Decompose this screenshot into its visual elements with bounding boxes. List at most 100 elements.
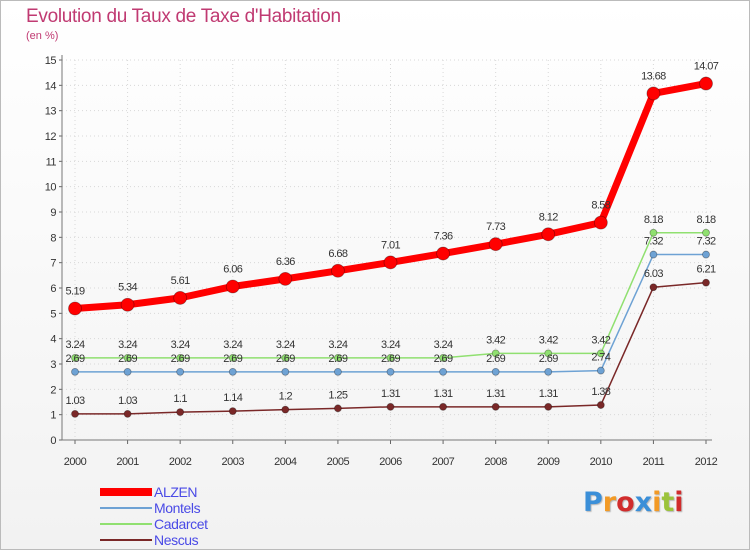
data-label: 2.69 (381, 353, 400, 365)
data-point (278, 271, 293, 286)
y-tick-label: 7 (50, 258, 56, 270)
data-label: 2.69 (65, 353, 84, 365)
data-label: 3.24 (434, 339, 453, 351)
data-point (702, 278, 710, 287)
data-point (649, 228, 658, 237)
data-label: 3.24 (171, 339, 190, 351)
data-point (544, 402, 553, 411)
y-tick-label: 5 (50, 308, 56, 320)
x-tick-label: 2012 (695, 456, 718, 468)
y-tick-label: 14 (45, 80, 57, 92)
data-point (386, 402, 395, 411)
data-point (281, 367, 290, 376)
data-label: 1.31 (539, 388, 558, 400)
data-point (225, 279, 240, 294)
data-point (699, 76, 713, 91)
legend-swatch (100, 488, 152, 496)
y-tick-label: 9 (50, 207, 56, 219)
data-label: 13.68 (641, 70, 666, 82)
data-label: 2.69 (276, 353, 295, 365)
logo-letter: x (634, 487, 653, 518)
data-point (702, 228, 710, 237)
logo-letter: P (583, 487, 603, 518)
data-label: 6.03 (644, 268, 663, 280)
series-montels (71, 250, 710, 376)
data-label: 5.61 (171, 275, 190, 287)
unit-label: (en %) (26, 30, 59, 42)
legend-swatch (100, 523, 152, 525)
data-label: 6.21 (696, 264, 715, 276)
data-point (386, 367, 395, 376)
x-tick-label: 2005 (327, 456, 350, 468)
data-point (228, 367, 237, 376)
data-label: 3.24 (118, 339, 137, 351)
series-alzen (68, 76, 713, 316)
logo-letter: r (602, 487, 617, 518)
data-label: 8.58 (591, 200, 610, 212)
proxiti-logo[interactable]: Proxiti (583, 487, 684, 518)
series-group (68, 76, 713, 418)
data-label: 7.01 (381, 239, 400, 251)
data-point (491, 402, 500, 411)
data-point (281, 405, 290, 414)
data-label: 1.14 (223, 392, 242, 404)
data-point (439, 367, 447, 376)
series-cadarcet (71, 228, 710, 362)
data-label: 3.42 (539, 334, 558, 346)
legend-swatch (100, 539, 152, 541)
data-point (71, 367, 79, 376)
data-point (649, 283, 658, 292)
data-label: 6.36 (276, 256, 295, 268)
data-point (228, 407, 237, 416)
data-point (702, 250, 710, 259)
y-tick-label: 13 (45, 106, 57, 118)
data-label: 2.74 (591, 352, 610, 364)
y-tick-label: 3 (50, 359, 56, 371)
data-label: 1.03 (65, 395, 84, 407)
x-tick-label: 2011 (643, 456, 665, 468)
data-label: 1.2 (279, 391, 293, 403)
data-point (123, 354, 132, 362)
data-label: 3.24 (381, 339, 400, 351)
y-tick-label: 6 (50, 283, 56, 295)
data-label: 5.19 (65, 286, 84, 298)
data-point (71, 354, 79, 362)
data-label: 8.12 (539, 211, 558, 223)
data-label: 3.24 (328, 339, 347, 351)
data-point (68, 301, 82, 316)
data-point (176, 408, 185, 417)
y-tick-label: 15 (45, 55, 57, 67)
axes (59, 55, 712, 444)
data-label: 2.69 (539, 353, 558, 365)
data-point (439, 354, 447, 362)
legend-label: ALZEN (154, 484, 198, 500)
data-point (228, 354, 237, 362)
x-tick-label: 2004 (274, 456, 297, 468)
data-point (544, 367, 553, 376)
data-point (491, 349, 500, 358)
data-point (334, 354, 342, 362)
data-label: 1.38 (591, 386, 610, 398)
y-tick-label: 0 (50, 435, 56, 447)
x-tick-label: 2002 (169, 456, 192, 468)
y-tick-label: 12 (45, 131, 57, 143)
data-point (439, 402, 447, 411)
chart-title: Evolution du Taux de Taxe d'Habitation (26, 6, 341, 27)
data-point (123, 367, 132, 376)
data-point (383, 255, 398, 270)
data-point (173, 290, 188, 305)
data-label: 2.69 (486, 353, 505, 365)
data-point (491, 367, 500, 376)
data-label: 7.73 (486, 221, 505, 233)
legend-label: Montels (154, 500, 201, 516)
data-label: 2.69 (434, 353, 453, 365)
x-axis-ticks: 2000 2001 2002 2003 2004 2005 2006 2007 2008 2009… (64, 456, 718, 468)
data-label: 2.69 (328, 353, 347, 365)
legend-label: Nescus (154, 532, 199, 548)
data-point (593, 215, 608, 230)
data-label: 2.69 (171, 353, 190, 365)
y-tick-label: 2 (50, 384, 56, 396)
data-label: 7.36 (434, 231, 453, 243)
